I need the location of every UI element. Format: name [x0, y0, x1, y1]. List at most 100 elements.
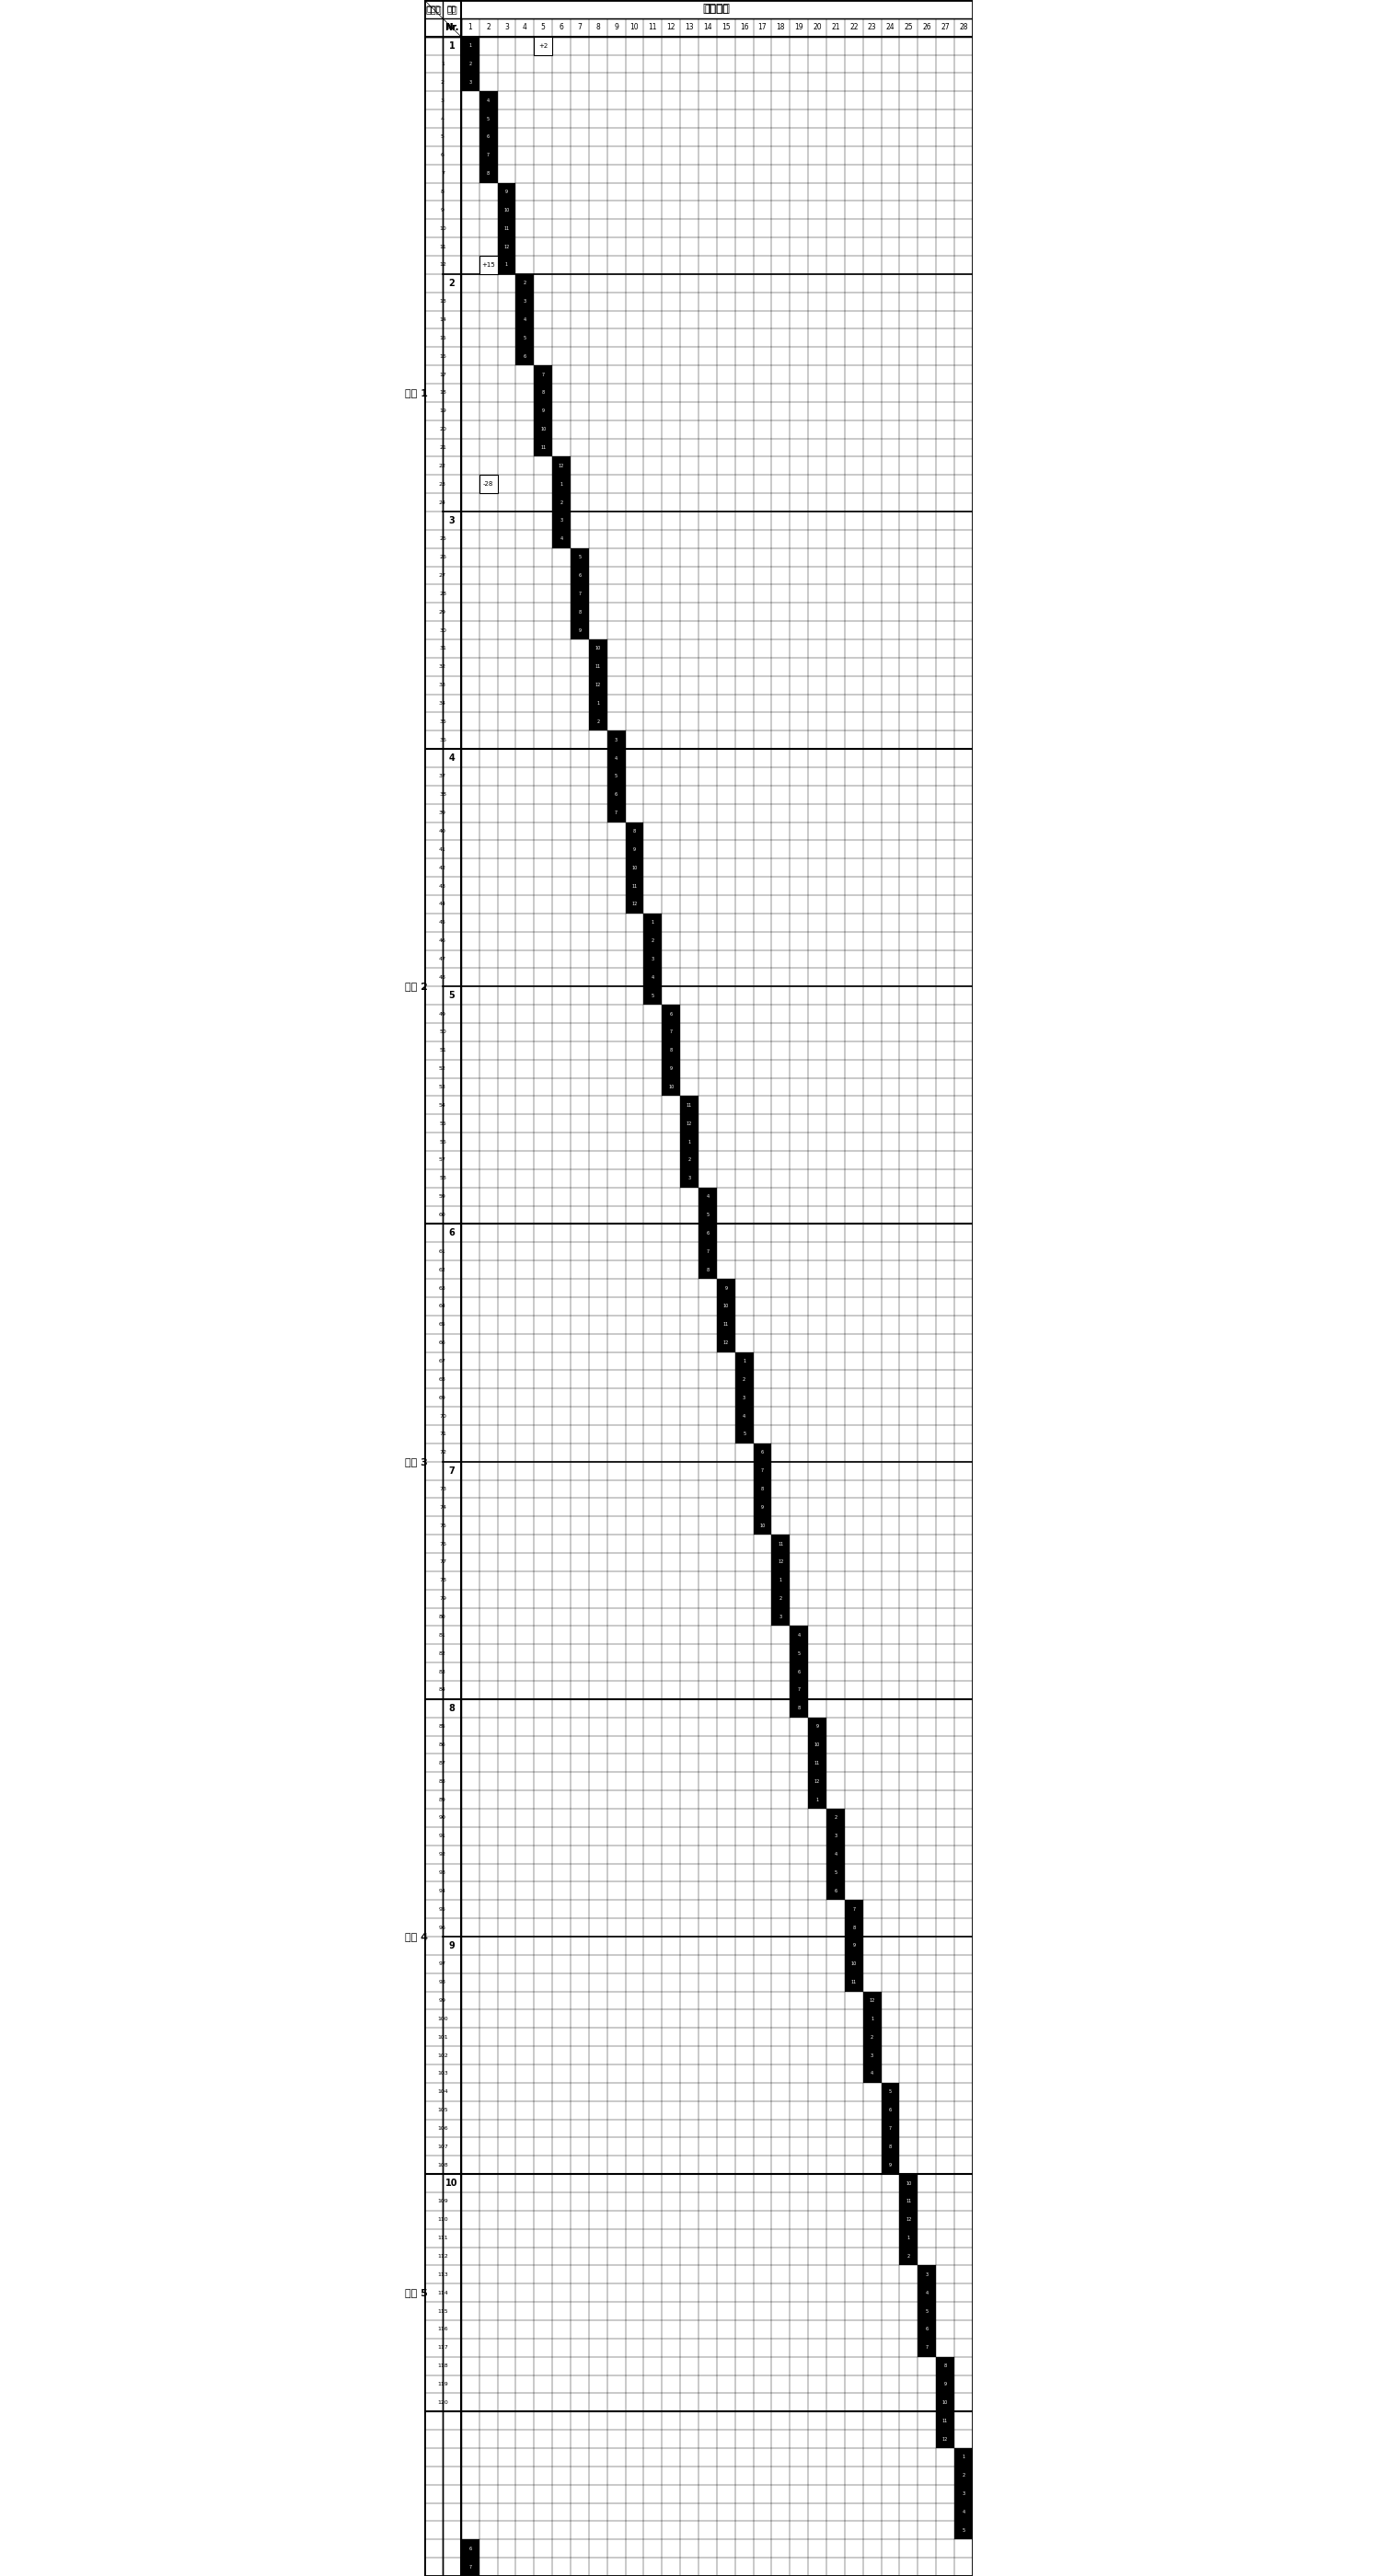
Text: 22: 22 — [849, 23, 858, 31]
Bar — [918, 2321, 936, 2339]
Bar — [882, 2084, 900, 2102]
Bar — [479, 129, 497, 147]
Text: 8: 8 — [798, 1705, 800, 1710]
Text: 9: 9 — [506, 191, 509, 193]
Text: 62: 62 — [439, 1267, 446, 1273]
Text: 4: 4 — [870, 2071, 873, 2076]
Bar — [807, 1736, 827, 1754]
Bar — [497, 219, 515, 237]
Text: 3: 3 — [468, 80, 472, 85]
Text: 1: 1 — [560, 482, 563, 487]
Text: 12: 12 — [778, 1558, 784, 1564]
Text: 19: 19 — [795, 23, 803, 31]
Bar — [827, 1808, 845, 1826]
Text: 7: 7 — [925, 2344, 929, 2349]
Text: 8: 8 — [761, 1486, 764, 1492]
Bar — [461, 2540, 479, 2558]
Text: 6: 6 — [798, 1669, 800, 1674]
Bar — [662, 1023, 680, 1041]
FancyBboxPatch shape — [408, 750, 423, 1224]
Text: 55: 55 — [439, 1121, 446, 1126]
Text: 111: 111 — [437, 2236, 448, 2241]
Bar — [863, 2045, 882, 2063]
Text: 12: 12 — [814, 1780, 820, 1783]
Text: 2: 2 — [870, 2035, 873, 2040]
Bar — [590, 675, 608, 696]
Bar — [570, 585, 590, 603]
Text: 2: 2 — [963, 2473, 965, 2478]
Text: 1: 1 — [687, 1139, 690, 1144]
Text: 7: 7 — [798, 1687, 800, 1692]
Text: 56: 56 — [439, 1139, 446, 1144]
Bar — [479, 90, 497, 111]
Text: 8: 8 — [578, 611, 581, 613]
Bar — [845, 1955, 863, 1973]
Text: 2: 2 — [743, 1378, 746, 1381]
Text: 21: 21 — [439, 446, 446, 451]
Text: 1: 1 — [743, 1358, 746, 1363]
Bar — [936, 2357, 954, 2375]
Bar — [954, 2522, 972, 2540]
Bar — [771, 1571, 789, 1589]
Text: 1: 1 — [780, 1579, 782, 1582]
Text: 9: 9 — [944, 2383, 947, 2385]
Bar — [570, 621, 590, 639]
Bar — [608, 804, 626, 822]
Bar — [497, 237, 515, 255]
Bar — [753, 1443, 771, 1461]
Bar — [735, 1352, 753, 1370]
Text: +15: +15 — [482, 263, 495, 268]
Bar — [479, 165, 497, 183]
Bar — [863, 2063, 882, 2084]
Text: 4: 4 — [522, 23, 527, 31]
Text: 24: 24 — [886, 23, 895, 31]
Bar — [680, 1115, 698, 1133]
Bar — [845, 1919, 863, 1937]
Text: 5: 5 — [441, 134, 444, 139]
Text: 1: 1 — [468, 44, 472, 49]
Text: 2: 2 — [441, 80, 444, 85]
Bar — [662, 1077, 680, 1097]
Bar — [644, 933, 662, 951]
Text: 10: 10 — [814, 1741, 820, 1747]
Text: 93: 93 — [439, 1870, 446, 1875]
Text: 9: 9 — [669, 1066, 672, 1072]
Text: 锅炉 4: 锅炉 4 — [405, 1932, 427, 1942]
Text: 110: 110 — [437, 2218, 448, 2223]
Text: 27: 27 — [439, 574, 446, 577]
Bar — [882, 2102, 900, 2120]
Bar — [954, 2447, 972, 2465]
Bar — [954, 2465, 972, 2486]
Bar — [698, 1224, 717, 1242]
Bar — [936, 2375, 954, 2393]
Text: 117: 117 — [437, 2344, 448, 2349]
Text: 71: 71 — [439, 1432, 446, 1437]
Text: 72: 72 — [439, 1450, 446, 1455]
Bar — [900, 2192, 918, 2210]
Text: 9: 9 — [448, 1942, 455, 1950]
Bar — [789, 1643, 807, 1662]
Bar — [936, 2429, 954, 2447]
Text: 116: 116 — [437, 2326, 448, 2331]
Bar — [845, 1937, 863, 1955]
Text: 34: 34 — [439, 701, 446, 706]
Bar — [954, 2504, 972, 2522]
Bar — [789, 1700, 807, 1718]
Text: 73: 73 — [439, 1486, 446, 1492]
Text: 61: 61 — [439, 1249, 446, 1255]
Text: 8: 8 — [595, 23, 601, 31]
Text: 9: 9 — [761, 1504, 764, 1510]
Text: 5: 5 — [615, 775, 617, 778]
Bar — [717, 1298, 735, 1316]
Text: 79: 79 — [439, 1597, 446, 1600]
Text: 14: 14 — [439, 317, 446, 322]
Text: 2: 2 — [687, 1157, 690, 1162]
Bar — [882, 2120, 900, 2138]
Bar — [827, 1844, 845, 1862]
Text: 112: 112 — [437, 2254, 448, 2259]
Text: 69: 69 — [439, 1396, 446, 1399]
Text: 84: 84 — [439, 1687, 446, 1692]
Bar — [900, 2246, 918, 2264]
Bar — [698, 1260, 717, 1278]
Text: 循环编号: 循环编号 — [703, 3, 731, 15]
